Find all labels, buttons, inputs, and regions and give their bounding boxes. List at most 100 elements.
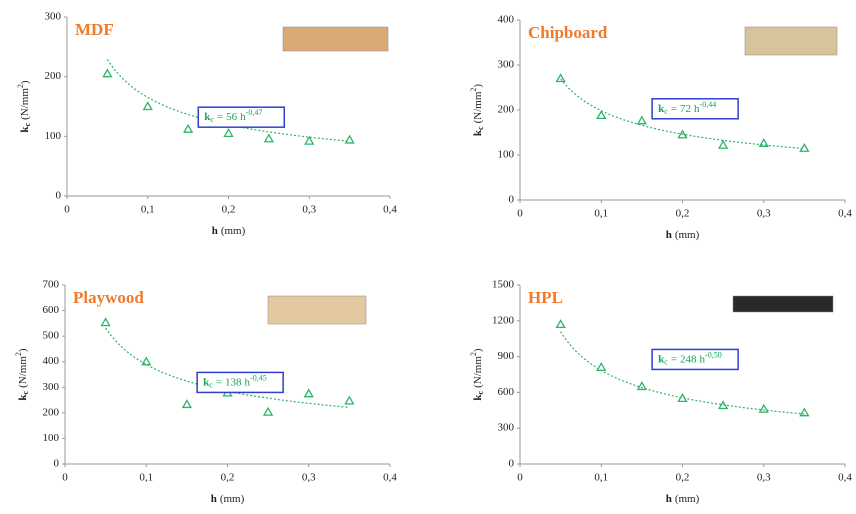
y-tick-label: 600 [43,304,60,316]
fit-var: h [694,102,700,114]
y-tick-label: 300 [498,59,515,71]
data-point [181,399,192,409]
y-tick-label: 200 [498,104,515,116]
fit-coef: 56 [226,111,238,123]
fit-exp: -0,45 [250,373,267,382]
data-point [596,110,607,120]
y-tick-label: 0 [54,458,60,470]
x-label-var: h [212,225,218,237]
y-label-sub: c [476,390,485,394]
y-tick-label: 500 [43,330,60,342]
y-axis-label: kc (N/mm2) [16,80,32,132]
y-tick-label: 300 [43,381,60,393]
data-point [223,128,234,137]
y-tick-label: 400 [43,355,60,367]
x-tick-label: 0,4 [838,472,852,484]
y-label-sup: 2 [469,352,478,356]
y-tick-label: 700 [43,279,60,291]
fit-var: h [240,111,246,123]
panel-title: Playwood [73,288,144,307]
x-tick-label: 0 [64,204,70,216]
x-tick-label: 0,1 [139,472,153,484]
fit-var: h [245,376,251,388]
x-tick-label: 0,2 [222,204,236,216]
fit-lhs: k [658,353,665,365]
data-point [799,407,810,417]
y-tick-label: 300 [498,422,515,434]
y-label-var: k [19,126,31,133]
y-tick-label: 100 [498,149,515,161]
data-point [758,403,769,413]
data-point [596,362,607,371]
data-point [799,142,810,152]
sample-image [732,295,834,313]
y-tick-label: 100 [43,432,60,444]
fit-lhs: k [203,376,210,388]
x-label-unit: (mm) [220,493,245,505]
y-label-unit: (N/mm [472,356,484,388]
x-label-unit: (mm) [675,229,700,241]
y-label-unit: (N/mm [472,91,484,123]
y-tick-label: 400 [498,14,515,26]
fit-coef: 72 [680,102,691,114]
x-label-var: h [211,493,217,505]
data-point [141,356,152,366]
y-label-sub: c [476,126,485,130]
fit-eq: = [217,111,223,123]
x-label-var: h [666,493,672,505]
fit-sub: c [210,115,214,124]
x-tick-label: 0 [62,472,68,484]
fit-eq: = [671,102,677,114]
x-tick-label: 0,3 [302,204,316,216]
y-tick-label: 100 [45,130,62,142]
y-tick-label: 0 [56,190,62,202]
data-point [555,73,566,83]
data-point [102,68,113,78]
data-point [304,135,315,145]
x-tick-label: 0,2 [676,208,690,220]
y-tick-label: 300 [45,11,62,23]
y-label-var: k [472,129,484,136]
y-label-sup: 2 [16,84,25,88]
y-tick-label: 1500 [492,279,515,291]
x-tick-label: 0,3 [302,472,316,484]
y-axis-label: kc (N/mm2) [469,348,485,400]
fit-label: kc = 248 h-0,50 [658,350,722,366]
fit-coef: 248 [680,353,697,365]
y-label-sup: 2 [14,352,23,356]
x-tick-label: 0,2 [676,472,690,484]
data-point [677,393,688,403]
sample-image [267,295,367,325]
fit-eq: = [216,376,222,388]
y-tick-label: 200 [45,70,62,82]
data-point [718,400,729,410]
fit-eq: = [671,353,677,365]
fit-var: h [700,353,706,365]
fit-lhs: k [658,102,665,114]
y-tick-label: 900 [498,350,515,362]
y-axis-label: kc (N/mm2) [14,348,30,400]
panel-title: MDF [75,20,114,39]
fit-lhs: k [204,111,211,123]
x-tick-label: 0,2 [221,472,235,484]
fit-label: kc = 72 h-0,44 [658,100,716,116]
y-label-var: k [17,394,29,401]
x-label-unit: (mm) [675,493,700,505]
fit-coef: 138 [225,376,242,388]
data-point [183,123,194,133]
y-label-unit: (N/mm [17,356,29,388]
fit-label: kc = 138 h-0,45 [203,373,267,389]
x-tick-label: 0 [517,208,523,220]
y-axis-label: kc (N/mm2) [469,84,485,136]
x-tick-label: 0,1 [141,204,155,216]
fit-exp: -0,50 [705,350,722,359]
data-point [636,381,647,391]
fit-exp: -0,47 [246,108,263,117]
data-point [344,134,355,144]
fit-label-box [197,106,286,128]
y-label-sup: 2 [469,88,478,92]
fit-sub: c [209,380,213,389]
fit-label: kc = 56 h-0,47 [204,108,262,124]
x-axis-label: h (mm) [211,493,245,505]
y-label-end: ) [19,80,31,84]
